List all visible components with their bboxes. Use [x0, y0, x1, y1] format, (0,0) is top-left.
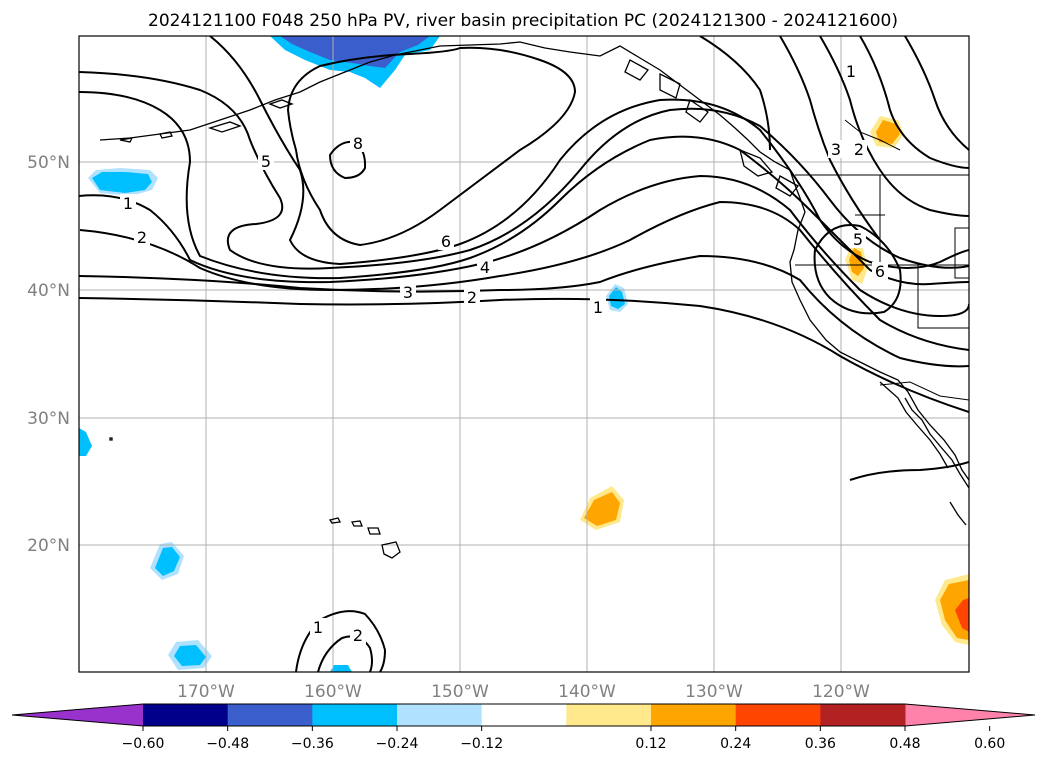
- lon-tick-label: 150°W: [431, 682, 489, 702]
- colorbar-segment: [143, 704, 229, 726]
- contour-label: 3: [831, 140, 841, 159]
- colorbar-segment: [481, 704, 567, 726]
- contour-label: 1: [123, 194, 133, 213]
- lon-tick-label: 120°W: [812, 682, 870, 702]
- colorbar-segment: [227, 704, 313, 726]
- map-area: 1 2 5 8 6 4 3 2 1 1 2 3 5 6: [79, 36, 969, 672]
- precip-pc-shading: [79, 36, 969, 672]
- contour-label: 4: [480, 258, 490, 277]
- contour-label: 1: [846, 62, 856, 81]
- map-frame: [78, 35, 970, 673]
- longitude-labels: 170°W 160°W 150°W 140°W 130°W 120°W: [177, 682, 870, 702]
- pv-contour-labels: 1 2 5 8 6 4 3 2 1 1 2 3 5 6: [120, 62, 888, 645]
- colorbar-tick-label: −0.48: [206, 736, 249, 752]
- latitude-labels: 50°N 40°N 30°N 20°N: [27, 153, 70, 556]
- colorbar-extend-min: [12, 704, 143, 726]
- colorbar-extend-max: [905, 704, 1035, 726]
- pv-contours: [79, 36, 969, 672]
- lon-tick-label: 160°W: [304, 682, 362, 702]
- colorbar-tick-label: 0.36: [805, 736, 836, 752]
- colorbar-tick-label: 0.12: [635, 736, 666, 752]
- contour-label: 2: [137, 228, 147, 247]
- map-title: 2024121100 F048 250 hPa PV, river basin …: [148, 11, 898, 31]
- lon-tick-label: 130°W: [685, 682, 743, 702]
- colorbar-tick-label: 0.48: [889, 736, 920, 752]
- contour-label: 5: [853, 230, 863, 249]
- coastlines: [99, 41, 969, 559]
- contour-label: 3: [403, 283, 413, 302]
- colorbar-segment: [312, 704, 398, 726]
- colorbar-segment: [566, 704, 652, 726]
- lat-tick-label: 50°N: [27, 153, 70, 173]
- colorbar: −0.60 −0.48 −0.36 −0.24 −0.12 0.12 0.24 0.36 0.4…: [11, 703, 1036, 752]
- colorbar-tick-label: 0.60: [974, 736, 1005, 752]
- lat-tick-label: 30°N: [27, 409, 70, 429]
- lon-tick-label: 140°W: [558, 682, 616, 702]
- lat-tick-label: 40°N: [27, 281, 70, 301]
- lat-tick-label: 20°N: [27, 536, 70, 556]
- colorbar-tick-label: −0.12: [460, 736, 503, 752]
- colorbar-tick-label: −0.36: [291, 736, 334, 752]
- colorbar-segment: [397, 704, 483, 726]
- lon-tick-label: 170°W: [177, 682, 235, 702]
- colorbar-tick-label: −0.60: [122, 736, 165, 752]
- contour-label: 5: [261, 152, 271, 171]
- colorbar-segment: [820, 704, 906, 726]
- contour-label: 1: [313, 618, 323, 637]
- contour-label: 2: [467, 288, 477, 307]
- colorbar-tick-label: −0.24: [376, 736, 419, 752]
- contour-label: 2: [854, 140, 864, 159]
- contour-label: 6: [875, 262, 885, 281]
- colorbar-segment: [735, 704, 821, 726]
- contour-label: 8: [353, 134, 363, 153]
- contour-label: 6: [441, 232, 451, 251]
- contour-label: 1: [593, 298, 603, 317]
- contour-label: 2: [353, 626, 363, 645]
- colorbar-segment: [651, 704, 737, 726]
- colorbar-tick-label: 0.24: [720, 736, 751, 752]
